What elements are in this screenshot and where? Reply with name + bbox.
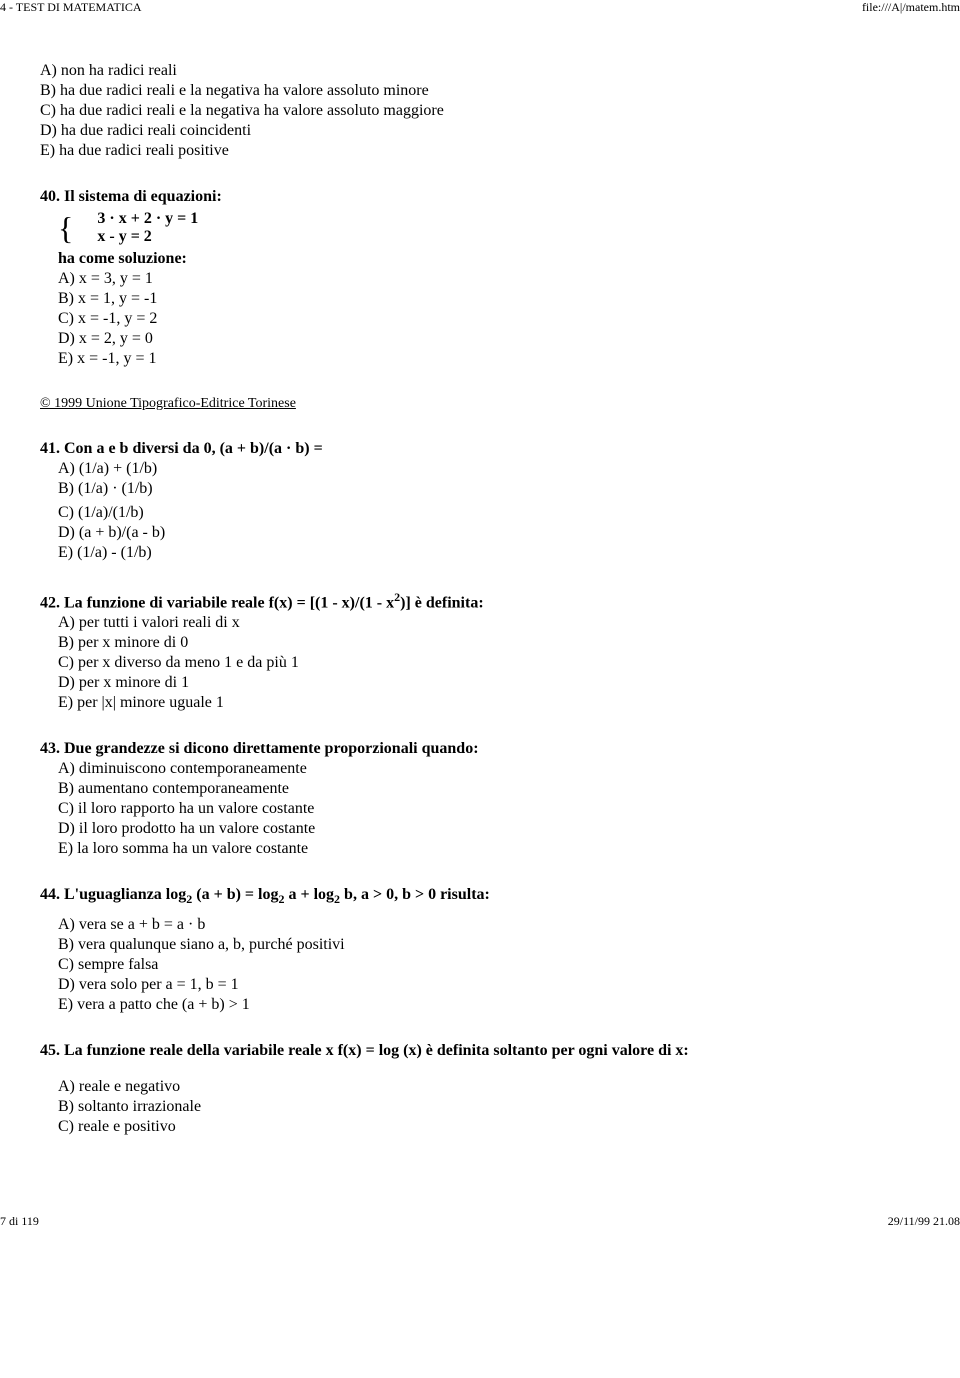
q39-option-c: C) ha due radici reali e la negativa ha … bbox=[40, 102, 920, 120]
footer-left: 7 di 119 bbox=[0, 1214, 39, 1229]
header-left: 4 - TEST DI MATEMATICA bbox=[0, 0, 142, 15]
q42-option-c: C) per x diverso da meno 1 e da più 1 bbox=[58, 654, 920, 672]
q43-option-e: E) la loro somma ha un valore costante bbox=[58, 840, 920, 858]
q43-option-b: B) aumentano contemporaneamente bbox=[58, 780, 920, 798]
q41-title: 41. Con a e b diversi da 0, (a + b)/(a ·… bbox=[40, 440, 920, 458]
q41-option-a: A) (1/a) + (1/b) bbox=[58, 460, 920, 478]
q44-option-c: C) sempre falsa bbox=[58, 956, 920, 974]
q44-option-a: A) vera se a + b = a · b bbox=[58, 916, 920, 934]
q40-option-b: B) x = 1, y = -1 bbox=[58, 290, 920, 308]
q45-option-c: C) reale e positivo bbox=[58, 1118, 920, 1136]
q45-title: 45. La funzione reale della variabile re… bbox=[40, 1042, 920, 1060]
header-right: file:///A|/matem.htm bbox=[862, 0, 960, 15]
q39-option-e: E) ha due radici reali positive bbox=[40, 142, 920, 160]
q42-title: 42. La funzione di variabile reale f(x) … bbox=[40, 590, 920, 612]
q43-option-c: C) il loro rapporto ha un valore costant… bbox=[58, 800, 920, 818]
q39-option-a: A) non ha radici reali bbox=[40, 62, 920, 80]
q41-option-d: D) (a + b)/(a - b) bbox=[58, 524, 920, 542]
copyright-text: © 1999 Unione Tipografico-Editrice Torin… bbox=[40, 396, 920, 412]
q39-option-d: D) ha due radici reali coincidenti bbox=[40, 122, 920, 140]
q44-option-d: D) vera solo per a = 1, b = 1 bbox=[58, 976, 920, 994]
q39-option-b: B) ha due radici reali e la negativa ha … bbox=[40, 82, 920, 100]
q43-option-a: A) diminuiscono contemporaneamente bbox=[58, 760, 920, 778]
q44-option-b: B) vera qualunque siano a, b, purché pos… bbox=[58, 936, 920, 954]
q40-eq1: 3 · x + 2 · y = 1 bbox=[97, 210, 198, 228]
q41-option-c: C) (1/a)/(1/b) bbox=[58, 504, 920, 522]
q45-option-a: A) reale e negativo bbox=[58, 1078, 920, 1096]
q42-option-b: B) per x minore di 0 bbox=[58, 634, 920, 652]
q40-lead: ha come soluzione: bbox=[58, 250, 920, 268]
q43-option-d: D) il loro prodotto ha un valore costant… bbox=[58, 820, 920, 838]
q40-option-e: E) x = -1, y = 1 bbox=[58, 350, 920, 368]
q45-option-b: B) soltanto irrazionale bbox=[58, 1098, 920, 1116]
q40-title: 40. Il sistema di equazioni: bbox=[40, 188, 920, 206]
q40-option-c: C) x = -1, y = 2 bbox=[58, 310, 920, 328]
q41-option-b: B) (1/a) · (1/b) bbox=[58, 480, 920, 498]
q44-title: 44. L'uguaglianza log2 (a + b) = log2 a … bbox=[40, 886, 920, 907]
q40-eq2: x - y = 2 bbox=[97, 228, 198, 246]
q42-option-e: E) per |x| minore uguale 1 bbox=[58, 694, 920, 712]
q41-option-e: E) (1/a) - (1/b) bbox=[58, 544, 920, 562]
brace-icon: { bbox=[58, 212, 73, 244]
q40-option-a: A) x = 3, y = 1 bbox=[58, 270, 920, 288]
q44-option-e: E) vera a patto che (a + b) > 1 bbox=[58, 996, 920, 1014]
q40-option-d: D) x = 2, y = 0 bbox=[58, 330, 920, 348]
q43-title: 43. Due grandezze si dicono direttamente… bbox=[40, 740, 920, 758]
q42-option-a: A) per tutti i valori reali di x bbox=[58, 614, 920, 632]
q42-option-d: D) per x minore di 1 bbox=[58, 674, 920, 692]
footer-right: 29/11/99 21.08 bbox=[888, 1214, 960, 1229]
